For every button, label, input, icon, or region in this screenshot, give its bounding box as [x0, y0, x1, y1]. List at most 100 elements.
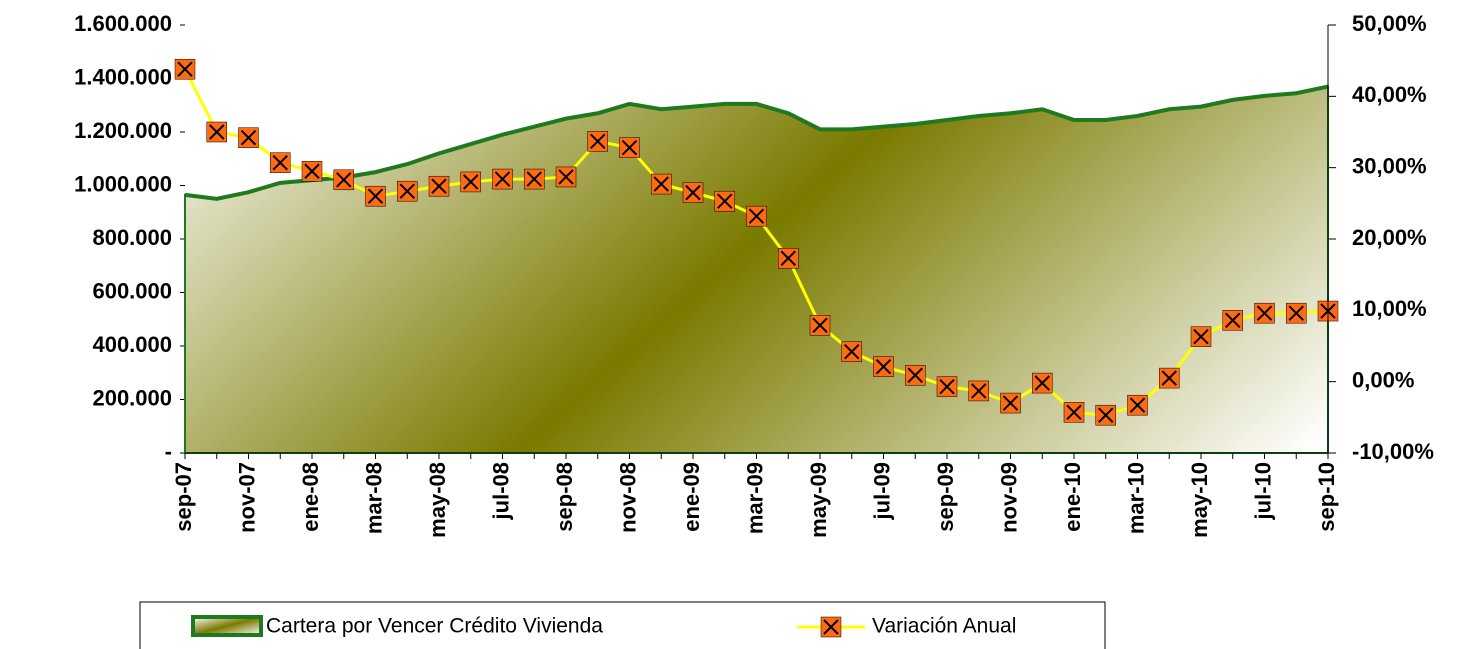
marker — [619, 137, 640, 158]
marker-x — [1098, 407, 1114, 423]
x-tick-label: may-08 — [425, 462, 450, 538]
marker-x — [875, 358, 892, 375]
marker-x — [748, 208, 765, 224]
marker-x — [590, 133, 606, 149]
legend-swatch — [191, 615, 263, 637]
marker-x — [526, 171, 542, 187]
marker-x — [844, 343, 860, 360]
marker — [301, 160, 323, 182]
y-tick-label: 1.400.000 — [74, 64, 172, 89]
marker-x — [240, 129, 257, 146]
marker — [651, 173, 672, 195]
marker — [778, 248, 799, 269]
marker — [682, 182, 704, 203]
marker — [460, 171, 481, 193]
y2-tick-label: 0,00% — [1352, 367, 1414, 392]
marker — [1254, 302, 1275, 324]
marker-x — [1256, 305, 1273, 321]
marker-x — [971, 383, 987, 399]
marker-x — [1288, 305, 1304, 321]
legend-box — [139, 601, 1106, 649]
x-tick-label: jul-09 — [869, 462, 894, 520]
x-tick-label: sep-08 — [552, 462, 577, 532]
y-tick-label: 800.000 — [92, 225, 172, 250]
marker — [238, 127, 259, 148]
marker-x — [304, 163, 320, 179]
marker-x — [177, 61, 193, 77]
y-tick-label: 400.000 — [92, 332, 172, 357]
x-tick-label: may-09 — [806, 462, 831, 538]
marker — [1127, 394, 1148, 416]
marker — [333, 169, 354, 191]
legend-marker-x — [823, 619, 839, 635]
marker-x — [1161, 370, 1177, 386]
marker-x — [717, 193, 733, 209]
marker — [270, 152, 291, 173]
marker-x — [558, 169, 574, 185]
marker — [524, 168, 545, 190]
marker-x — [1193, 329, 1209, 345]
marker — [587, 131, 608, 152]
marker-x — [1034, 375, 1050, 391]
marker-x — [399, 183, 415, 199]
marker — [809, 315, 831, 336]
y-tick-label: - — [165, 439, 172, 464]
marker — [555, 166, 577, 188]
x-tick-label: nov-07 — [234, 462, 259, 533]
marker-x — [1002, 395, 1019, 411]
marker — [936, 376, 958, 397]
marker — [1000, 392, 1021, 414]
y-tick-label: 1.000.000 — [74, 171, 172, 196]
x-tick-label: may-10 — [1187, 462, 1212, 538]
marker-x — [685, 184, 701, 201]
x-tick-label: mar-09 — [742, 462, 767, 534]
y2-tick-label: 10,00% — [1352, 296, 1427, 321]
marker-x — [653, 176, 669, 192]
marker — [968, 380, 989, 402]
y2-tick-label: 30,00% — [1352, 153, 1427, 178]
marker-x — [463, 174, 479, 190]
marker — [905, 364, 926, 386]
marker-x — [780, 250, 796, 266]
marker — [1063, 402, 1085, 423]
marker — [1222, 310, 1243, 331]
area-fill — [184, 85, 1329, 454]
y-tick-label: 200.000 — [92, 385, 172, 410]
marker — [1159, 367, 1180, 389]
marker-x — [209, 124, 225, 140]
x-tick-label: ene-09 — [679, 462, 704, 532]
y2-tick-label: 40,00% — [1352, 82, 1427, 107]
marker — [873, 356, 894, 377]
marker-x — [272, 154, 288, 171]
x-tick-label: mar-10 — [1123, 462, 1148, 534]
marker — [428, 175, 450, 197]
marker-x — [367, 188, 384, 204]
y2-tick-label: 50,00% — [1352, 11, 1427, 36]
legend-label: Variación Anual — [872, 615, 1016, 638]
y2-tick-label: -10,00% — [1352, 439, 1434, 464]
marker — [365, 185, 386, 207]
marker — [746, 205, 767, 227]
x-tick-label: nov-09 — [996, 462, 1021, 533]
legend-label: Cartera por Vencer Crédito Vivienda — [266, 615, 603, 638]
x-tick-label: mar-08 — [361, 462, 386, 534]
marker — [206, 121, 227, 143]
x-tick-label: sep-09 — [933, 462, 958, 532]
x-tick-label: ene-10 — [1060, 462, 1085, 532]
y-tick-label: 1.200.000 — [74, 118, 172, 143]
marker — [1095, 404, 1116, 426]
x-tick-label: jul-08 — [488, 462, 513, 520]
y2-tick-label: 20,00% — [1352, 225, 1427, 250]
marker-x — [1129, 397, 1146, 413]
marker-x — [431, 178, 447, 194]
marker-x — [812, 317, 828, 334]
x-tick-label: sep-07 — [171, 462, 196, 532]
x-tick-label: sep-10 — [1314, 462, 1339, 532]
marker — [1286, 302, 1307, 324]
y-tick-label: 600.000 — [92, 278, 172, 303]
marker-x — [1225, 312, 1241, 329]
y-tick-label: 1.600.000 — [74, 11, 172, 36]
marker — [1032, 372, 1053, 394]
area-line — [184, 84, 1329, 201]
x-tick-label: nov-08 — [615, 462, 640, 533]
